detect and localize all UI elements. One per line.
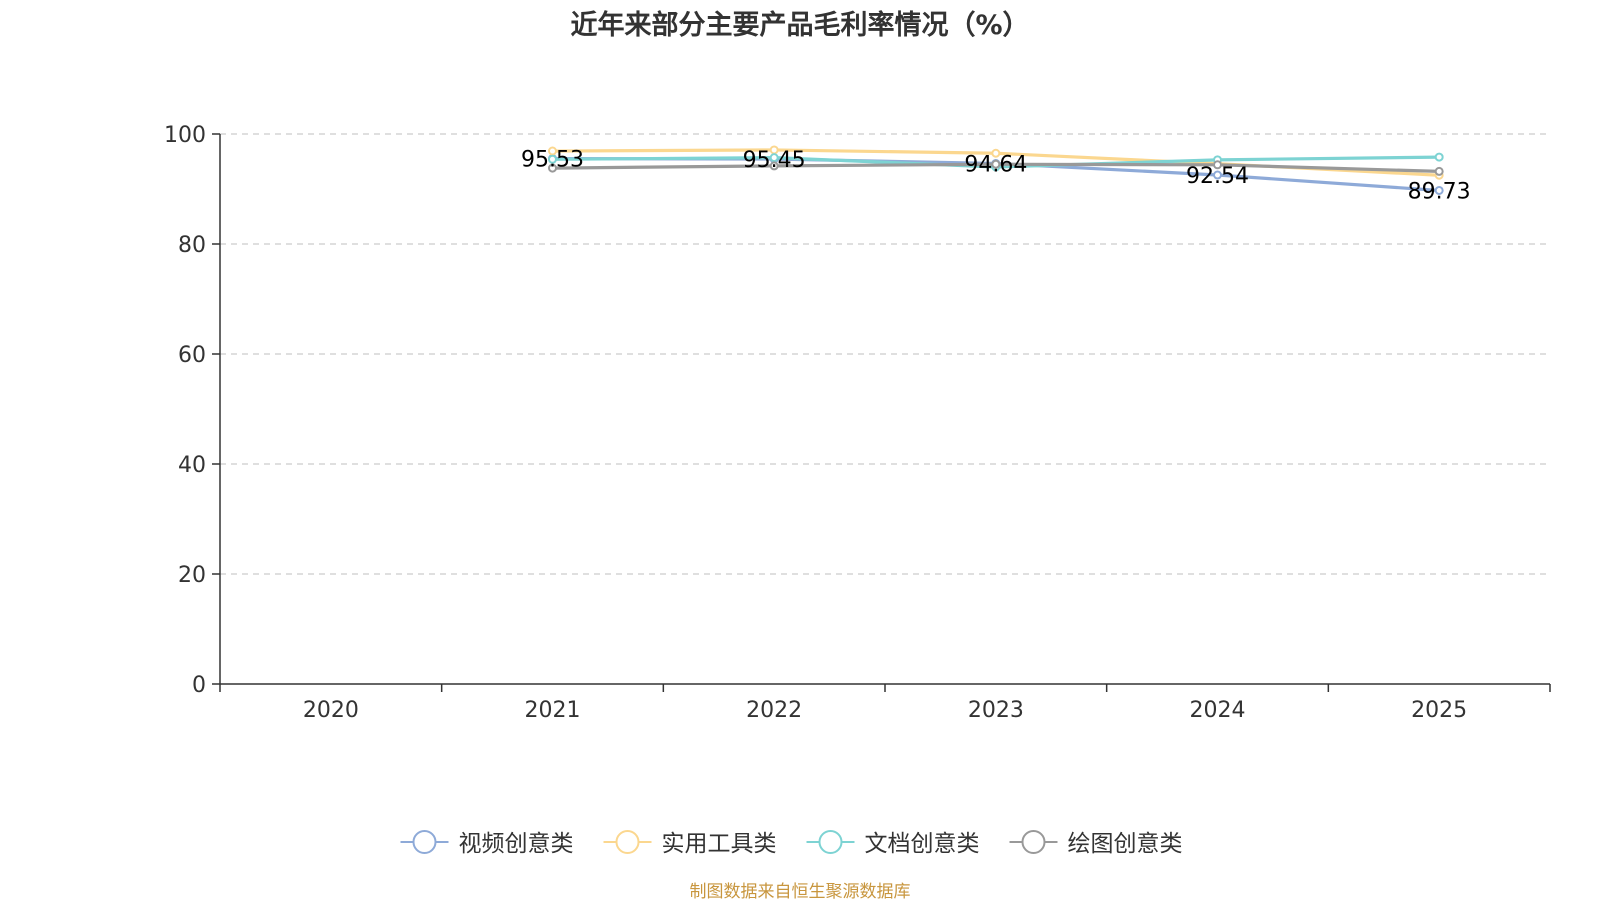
x-tick-label-2022: 2022 xyxy=(746,698,802,723)
x-tick-label-2023: 2023 xyxy=(968,698,1024,723)
series-4-point-2025 xyxy=(1434,166,1444,176)
series-3-point-2021 xyxy=(548,154,557,164)
series-1-point-2024 xyxy=(1213,170,1222,180)
legend-marker-icon xyxy=(1021,830,1046,854)
series-layer xyxy=(548,145,1444,195)
legend-item-4[interactable]: 绘图创意类 xyxy=(1009,830,1183,857)
legend-item-1[interactable]: 视频创意类 xyxy=(400,830,574,857)
series-1-point-2025 xyxy=(1434,185,1444,195)
x-tick-label-2025: 2025 xyxy=(1411,698,1467,723)
axis-layer: 0 20 40 60 80 100 2020 2021 2022 2023 2024 2025 xyxy=(164,123,1551,723)
legend-label: 绘图创意类 xyxy=(1068,831,1183,857)
series-2-point-2021 xyxy=(548,146,557,156)
x-tick-label-2020: 2020 xyxy=(303,698,359,723)
y-tick-label: 60 xyxy=(178,343,206,368)
series-4-point-2022 xyxy=(769,161,779,171)
y-tick-label: 20 xyxy=(178,563,206,588)
series-4-point-2024 xyxy=(1213,160,1222,170)
series-3-point-2022 xyxy=(769,153,779,163)
y-tick-label: 80 xyxy=(178,233,206,258)
legend-marker-icon xyxy=(615,830,640,854)
data-label-2021: 95.53 xyxy=(521,148,584,173)
chart-title: 近年来部分主要产品毛利率情况（%） xyxy=(570,9,1029,41)
x-tick-label-2024: 2024 xyxy=(1190,698,1246,723)
series-2-point-2023 xyxy=(991,148,1001,158)
grid-layer xyxy=(220,133,1550,575)
legend-marker-icon xyxy=(818,830,843,854)
legend: 视频创意类 实用工具类 文档创意类 绘图创意类 xyxy=(400,830,1183,857)
source-note: 制图数据来自恒生聚源数据库 xyxy=(690,882,911,900)
y-tick-label: 0 xyxy=(192,673,206,698)
legend-item-3[interactable]: 文档创意类 xyxy=(806,830,980,857)
legend-label: 实用工具类 xyxy=(662,831,777,857)
legend-marker-icon xyxy=(412,830,437,854)
legend-label: 视频创意类 xyxy=(459,831,574,857)
series-4-point-2021 xyxy=(548,163,557,173)
data-label-2022: 95.45 xyxy=(743,148,806,173)
legend-label: 文档创意类 xyxy=(865,831,980,857)
series-4-point-2023 xyxy=(991,159,1001,169)
legend-item-2[interactable]: 实用工具类 xyxy=(603,830,777,857)
series-3-point-2025 xyxy=(1434,152,1444,162)
x-tick-label-2021: 2021 xyxy=(525,698,581,723)
data-label-layer: 95.53 95.45 94.64 92.54 89.73 xyxy=(521,148,1471,205)
y-tick-label: 40 xyxy=(178,453,206,478)
data-label-2024: 92.54 xyxy=(1186,164,1249,189)
data-label-2023: 94.64 xyxy=(964,152,1027,177)
y-tick-label: 100 xyxy=(164,123,206,148)
data-label-2025: 89.73 xyxy=(1408,179,1471,204)
